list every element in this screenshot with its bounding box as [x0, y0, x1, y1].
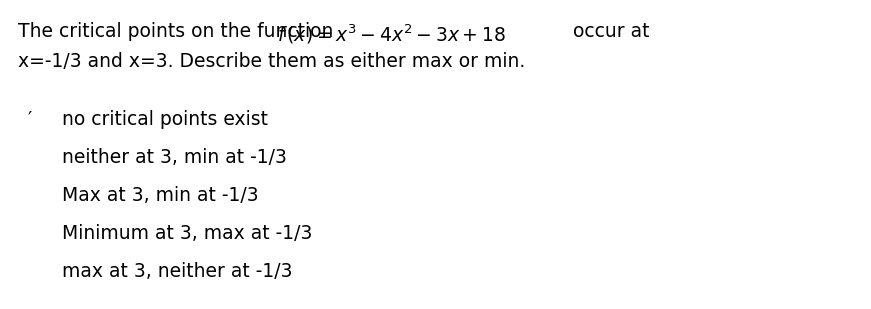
Text: Minimum at 3, max at -1/3: Minimum at 3, max at -1/3 [62, 224, 313, 243]
Text: Max at 3, min at -1/3: Max at 3, min at -1/3 [62, 186, 259, 205]
Text: x=-1/3 and x=3. Describe them as either max or min.: x=-1/3 and x=3. Describe them as either … [18, 52, 525, 71]
Text: ′: ′ [28, 110, 32, 129]
Text: neither at 3, min at -1/3: neither at 3, min at -1/3 [62, 148, 287, 167]
Text: no critical points exist: no critical points exist [62, 110, 268, 129]
Text: The critical points on the function: The critical points on the function [18, 22, 340, 41]
Text: max at 3, neither at -1/3: max at 3, neither at -1/3 [62, 262, 293, 281]
Text: occur at: occur at [567, 22, 650, 41]
Text: $f\,(x) = x^3 - 4x^2 - 3x + 18$: $f\,(x) = x^3 - 4x^2 - 3x + 18$ [277, 22, 506, 45]
